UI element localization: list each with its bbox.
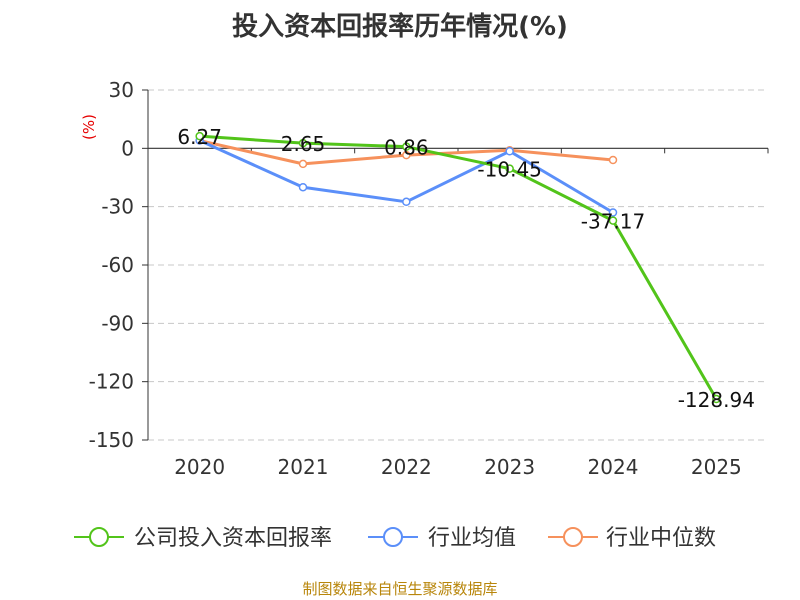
- data-label: 2.65: [281, 132, 326, 156]
- data-label: -128.94: [678, 388, 755, 412]
- legend-marker-0: [89, 527, 109, 547]
- x-tick-label: 2025: [691, 455, 742, 479]
- y-tick-label: -90: [101, 311, 134, 335]
- data-point: [298, 159, 308, 169]
- data-label: 6.27: [177, 125, 222, 149]
- series-line-0: [199, 134, 718, 400]
- legend-label-2: 行业中位数: [606, 526, 716, 551]
- data-point: [505, 147, 514, 156]
- chart-title: 投入资本回报率历年情况(%): [232, 12, 568, 42]
- y-tick-label: 30: [109, 78, 134, 102]
- data-point: [298, 138, 308, 148]
- legend-label-1: 行业均值: [428, 526, 516, 551]
- data-point: [402, 142, 411, 151]
- x-tick-label: 2022: [381, 455, 432, 479]
- x-tick-label: 2021: [278, 455, 329, 479]
- data-label: 0.86: [384, 136, 429, 160]
- data-label: -37.17: [581, 210, 645, 234]
- data-point: [712, 394, 721, 404]
- y-tick-label: -60: [101, 253, 134, 277]
- data-point: [298, 182, 308, 192]
- x-tick-label: 2023: [484, 455, 535, 479]
- data-point: [402, 150, 411, 160]
- data-point: [608, 208, 618, 217]
- legend-marker-2: [563, 527, 583, 547]
- data-point: [608, 216, 618, 225]
- x-tick-label: 2020: [174, 455, 225, 479]
- x-tick-label: 2024: [588, 455, 639, 479]
- y-tick-label: -120: [89, 370, 134, 394]
- data-point: [505, 164, 514, 173]
- y-tick-label: -30: [101, 195, 134, 219]
- legend-label-0: 公司投入资本回报率: [134, 526, 332, 551]
- y-unit-label: (%): [80, 114, 98, 140]
- data-point: [402, 197, 411, 207]
- y-tick-label: -150: [89, 428, 134, 452]
- data-point: [608, 155, 618, 165]
- data-point: [195, 131, 204, 141]
- data-label: -10.45: [477, 158, 541, 182]
- y-tick-label: 0: [121, 136, 134, 160]
- data-source-note: 制图数据来自恒生聚源数据库: [302, 580, 498, 598]
- legend-marker-1: [383, 527, 403, 547]
